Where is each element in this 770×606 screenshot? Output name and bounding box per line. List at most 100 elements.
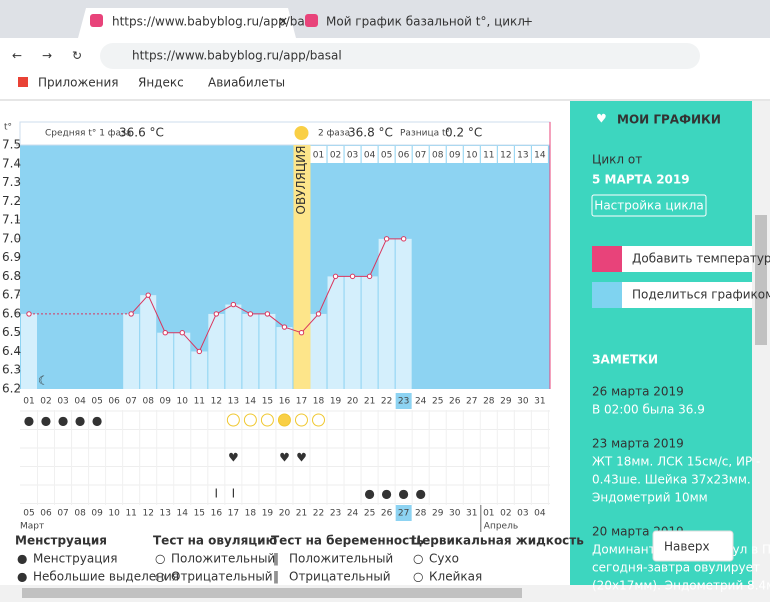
diff-value: 0.2 °C: [445, 126, 482, 140]
temp-point: [196, 348, 203, 355]
x-tick-label: 13: [228, 397, 239, 407]
date-label: 06: [40, 509, 52, 519]
temp-icon: [592, 246, 622, 272]
phase2-cell: [412, 146, 429, 163]
temp-column: [123, 313, 140, 389]
bookmark[interactable]: Яндекс: [138, 76, 184, 90]
temp-point: [298, 329, 305, 336]
temp-column: [225, 304, 242, 389]
x-tick-label: 16: [279, 397, 291, 407]
x-tick-label: 26: [449, 397, 461, 407]
to-top-btn[interactable]: [652, 530, 734, 562]
date-label: 13: [160, 509, 171, 519]
note-text: Эндометрий 10мм: [592, 491, 708, 505]
date-label: 04: [534, 509, 546, 519]
x-tick-label: 11: [194, 397, 205, 407]
temp-column: [361, 276, 378, 389]
legend-title: Тест на овуляцию: [153, 534, 278, 548]
x-tick-label: 30: [517, 397, 529, 407]
to-top[interactable]: Наверх: [664, 540, 710, 554]
temp-column: [140, 295, 157, 389]
note-text: сегодня-завтра овулирует: [592, 561, 760, 575]
y-tick-label: 6.8: [2, 269, 21, 283]
new-tab[interactable]: +: [523, 15, 533, 29]
temp-point: [162, 329, 168, 336]
h-scroll-thumb[interactable]: [22, 588, 522, 598]
x-tick-label: 10: [177, 397, 189, 407]
heart: ♥: [228, 451, 239, 465]
date-label: 10: [108, 509, 120, 519]
date-label: 14: [177, 509, 189, 519]
apps-icon: [18, 77, 28, 87]
phase2-cell: [378, 146, 395, 163]
temp-point: [349, 273, 356, 280]
ovu-test: [294, 413, 308, 427]
cycle-settings[interactable]: Настройка цикла: [594, 199, 703, 213]
legend-symbol: ‖: [273, 570, 279, 584]
y-tick-label: 7.0: [2, 231, 21, 245]
today: [395, 505, 412, 521]
tab-close[interactable]: ✕: [278, 15, 288, 29]
url[interactable]: https://www.babyblog.ru/app/basal: [132, 49, 342, 63]
temp-column: [378, 238, 395, 389]
note-text: ЖТ 18мм. ЛСК 15см/с, ИР -: [592, 455, 760, 469]
date-label: 28: [415, 509, 427, 519]
note-text: (20х17мм). Эндометрий 8.4м: [592, 579, 770, 593]
phase2-day: 03: [347, 151, 358, 161]
legend-item: Положительный: [289, 552, 393, 566]
back[interactable]: ←: [12, 49, 22, 63]
scrollbar: [752, 101, 770, 602]
legend-symbol: ●: [17, 552, 27, 566]
legend-symbol: ○: [155, 552, 165, 566]
y-tick-label: 6.9: [2, 250, 21, 264]
scroll-thumb[interactable]: [755, 215, 767, 345]
heart: ♥: [296, 451, 307, 465]
sidebar-link[interactable]: МОИ ГРАФИКИ: [617, 113, 721, 127]
date-label: 17: [228, 509, 239, 519]
month: Март: [20, 522, 44, 532]
heart-icon: ♥: [596, 112, 607, 126]
phase2-cell: [395, 146, 412, 163]
temp-column: [21, 313, 37, 389]
share[interactable]: Поделиться графиком: [632, 288, 770, 302]
y-axis-label: t°: [4, 123, 12, 133]
legend-item: Отрицательный: [289, 570, 391, 584]
phase2-cell: [480, 146, 497, 163]
x-tick-label: 20: [347, 397, 359, 407]
bookmark[interactable]: Приложения: [38, 76, 119, 90]
reload[interactable]: ↻: [72, 49, 82, 63]
cycle-date: 5 МАРТА 2019: [592, 173, 690, 187]
add-temp[interactable]: Добавить температур: [632, 252, 770, 266]
active-tab[interactable]: [78, 8, 296, 38]
phase2-day: 01: [313, 151, 324, 161]
ovulation-label: ОВУЛЯЦИЯ: [294, 146, 308, 215]
date-label: 02: [500, 509, 511, 519]
date-label: 09: [91, 509, 103, 519]
bookmark[interactable]: Авиабилеты: [208, 76, 285, 90]
omnibox[interactable]: [100, 43, 700, 69]
y-tick-label: 7.5: [2, 138, 21, 152]
temp-column: [344, 276, 361, 389]
month: Апрель: [484, 522, 518, 532]
forward[interactable]: →: [42, 49, 52, 63]
date-label: 05: [23, 509, 34, 519]
x-tick-label: 17: [296, 397, 307, 407]
date-label: 03: [517, 509, 528, 519]
tab-title[interactable]: Мой график базальной t°, цикл: [326, 15, 525, 29]
cycle-settings-btn[interactable]: [591, 194, 707, 217]
x-tick-label: 07: [125, 397, 136, 407]
x-tick-label: 27: [466, 397, 477, 407]
temp-column: [310, 313, 327, 389]
temp-column: [242, 313, 259, 389]
phase1-label: Средняя t° 1 фаза: [45, 129, 131, 139]
favicon: [90, 14, 103, 27]
temp-column: [191, 351, 208, 389]
cervical: ●: [364, 487, 374, 501]
phase2-day: 14: [534, 151, 546, 161]
phase2-day: 05: [381, 151, 392, 161]
temp-point: [281, 324, 288, 330]
legend-item: Клейкая: [429, 570, 482, 584]
temp-point: [128, 311, 134, 317]
tab-title[interactable]: https://www.babyblog.ru/app/bas: [112, 15, 311, 29]
